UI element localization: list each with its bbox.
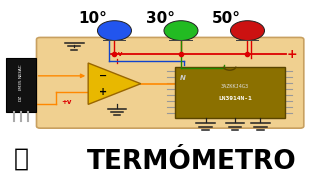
FancyBboxPatch shape xyxy=(36,37,304,128)
Text: 🔥: 🔥 xyxy=(14,146,29,170)
Text: +: + xyxy=(99,87,107,96)
Text: +: + xyxy=(287,48,298,60)
Text: +v: +v xyxy=(61,99,72,105)
Polygon shape xyxy=(88,63,141,104)
Text: +v: +v xyxy=(112,51,122,57)
Text: N43AC: N43AC xyxy=(19,64,23,78)
Text: 30°: 30° xyxy=(146,10,175,26)
Text: LN3914N-1: LN3914N-1 xyxy=(218,96,252,101)
Text: TERMÓMETRO: TERMÓMETRO xyxy=(87,149,297,175)
Text: −: − xyxy=(99,71,107,81)
Bar xyxy=(6,58,36,112)
Bar xyxy=(169,40,193,41)
Bar xyxy=(102,40,126,41)
Text: DZ: DZ xyxy=(19,95,23,101)
Circle shape xyxy=(164,21,198,40)
Bar xyxy=(175,67,284,118)
Bar xyxy=(236,40,260,41)
Text: 50°: 50° xyxy=(211,10,240,26)
Text: 3AZKKJ4G3: 3AZKKJ4G3 xyxy=(221,84,249,89)
Circle shape xyxy=(98,21,132,40)
Circle shape xyxy=(230,21,265,40)
Text: 10°: 10° xyxy=(78,10,107,26)
Text: LM35: LM35 xyxy=(19,79,23,91)
Text: N: N xyxy=(180,75,186,81)
